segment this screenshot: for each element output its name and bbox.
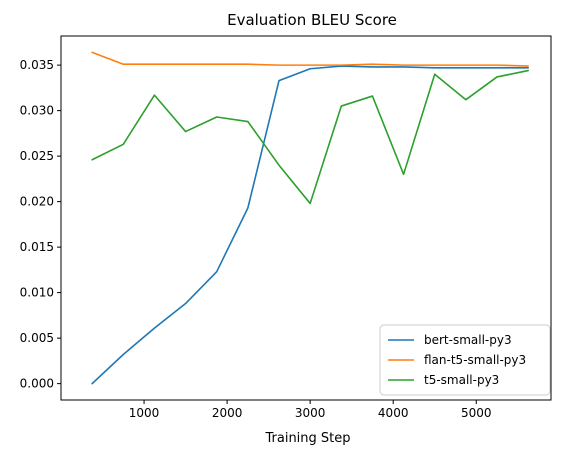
data-point — [465, 64, 467, 66]
data-point — [91, 382, 93, 384]
data-point — [278, 79, 280, 81]
y-tick-label: 0.025 — [20, 149, 54, 163]
data-point — [371, 63, 373, 65]
data-point — [496, 67, 498, 69]
data-point — [465, 99, 467, 101]
plot-frame — [60, 35, 552, 401]
plot-area — [60, 35, 552, 401]
data-point — [91, 159, 93, 161]
data-point — [402, 64, 404, 66]
series-line-t5-small-py3 — [91, 69, 529, 205]
data-point — [496, 76, 498, 78]
legend-label: bert-small-py3 — [424, 333, 512, 347]
data-point — [247, 120, 249, 122]
y-tick-label: 0.000 — [20, 377, 54, 391]
data-point — [371, 95, 373, 97]
data-point — [434, 73, 436, 75]
data-point — [184, 130, 186, 132]
data-point — [122, 143, 124, 145]
data-point — [309, 202, 311, 204]
data-point — [402, 173, 404, 175]
data-point — [247, 63, 249, 65]
data-point — [496, 64, 498, 66]
y-tick-label: 0.030 — [20, 104, 54, 118]
x-tick-label: 1000 — [129, 406, 160, 420]
data-point — [122, 353, 124, 355]
x-axis-label: Training Step — [264, 431, 350, 446]
x-tick-label: 4000 — [378, 406, 409, 420]
data-point — [340, 64, 342, 66]
data-point — [309, 68, 311, 70]
y-tick-label: 0.010 — [20, 286, 54, 300]
data-point — [184, 63, 186, 65]
y-tick-label: 0.020 — [20, 195, 54, 209]
series-line-flan-t5-small-py3 — [91, 51, 529, 67]
data-point — [91, 51, 93, 53]
data-point — [153, 327, 155, 329]
data-point — [434, 64, 436, 66]
data-point — [278, 64, 280, 66]
data-point — [184, 302, 186, 304]
data-point — [434, 67, 436, 69]
series-layer — [91, 51, 529, 385]
data-point — [122, 63, 124, 65]
y-tick-label: 0.015 — [20, 240, 54, 254]
series-line-bert-small-py3 — [91, 65, 529, 385]
y-axis: 0.000 0.005 0.010 0.015 0.020 0.025 0.030 0.035 — [20, 58, 61, 391]
data-point — [153, 94, 155, 96]
legend-label: t5-small-py3 — [424, 373, 499, 387]
data-point — [216, 116, 218, 118]
x-tick-label: 3000 — [295, 406, 326, 420]
legend: bert-small-py3 flan-t5-small-py3 t5-small-… — [379, 324, 551, 396]
data-point — [278, 164, 280, 166]
y-tick-label: 0.005 — [20, 331, 54, 345]
y-tick-label: 0.035 — [20, 58, 54, 72]
data-point — [527, 65, 529, 67]
data-point — [216, 63, 218, 65]
x-tick-label: 5000 — [461, 406, 492, 420]
x-axis: 1000 2000 3000 4000 5000 — [129, 400, 492, 420]
x-tick-label: 2000 — [212, 406, 243, 420]
legend-frame — [379, 324, 551, 396]
data-point — [527, 69, 529, 71]
data-point — [216, 270, 218, 272]
data-point — [465, 67, 467, 69]
legend-label: flan-t5-small-py3 — [424, 353, 526, 367]
data-point — [371, 66, 373, 68]
chart-title: Evaluation BLEU Score — [227, 11, 397, 29]
data-point — [247, 207, 249, 209]
data-point — [153, 63, 155, 65]
data-point — [340, 105, 342, 107]
data-point — [309, 64, 311, 66]
